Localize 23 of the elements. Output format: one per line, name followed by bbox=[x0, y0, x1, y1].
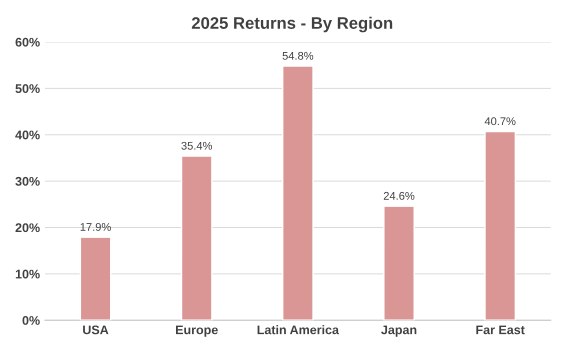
y-tick-label: 20% bbox=[16, 223, 40, 232]
data-label: 24.6% bbox=[384, 192, 414, 200]
x-tick-label: Latin America bbox=[258, 325, 340, 334]
y-tick-label: 40% bbox=[15, 130, 40, 140]
x-tick-label: Europe bbox=[176, 326, 218, 337]
data-label: 35.4% bbox=[181, 142, 212, 150]
bar bbox=[484, 130, 516, 320]
y-tick-label: 0% bbox=[22, 316, 40, 325]
x-tick-label: Far East bbox=[476, 326, 525, 334]
y-tick-label: 60% bbox=[16, 38, 40, 47]
bar bbox=[282, 65, 314, 320]
data-label: 40.7% bbox=[484, 117, 516, 126]
y-tick-label: 30% bbox=[15, 176, 40, 186]
bar bbox=[180, 155, 213, 320]
bar bbox=[383, 205, 415, 320]
bar bbox=[80, 236, 112, 320]
y-tick-label: 50% bbox=[15, 84, 40, 94]
data-label: 17.9% bbox=[80, 223, 111, 231]
chart-title: 2025 Returns - By Region bbox=[192, 16, 392, 32]
y-tick-label: 10% bbox=[16, 270, 40, 279]
x-tick-label: USA bbox=[83, 325, 108, 334]
x-tick-label: Japan bbox=[381, 326, 416, 337]
data-label: 54.8% bbox=[282, 52, 314, 60]
